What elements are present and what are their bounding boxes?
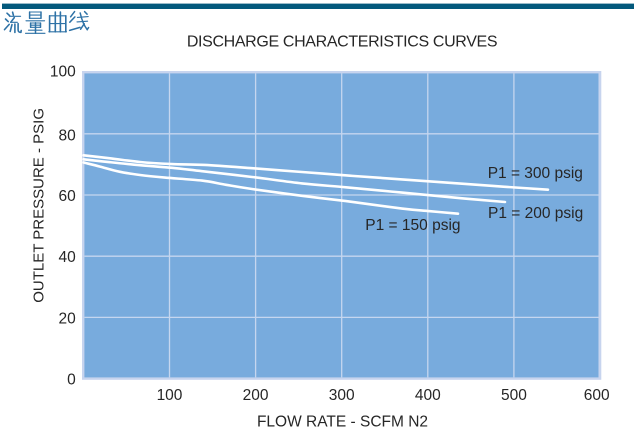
svg-text:20: 20 <box>59 310 77 327</box>
svg-text:500: 500 <box>501 387 527 404</box>
svg-text:DISCHARGE CHARACTERISTICS CURV: DISCHARGE CHARACTERISTICS CURVES <box>187 34 497 51</box>
svg-text:0: 0 <box>67 371 76 388</box>
svg-text:600: 600 <box>584 387 610 404</box>
svg-text:400: 400 <box>415 387 441 404</box>
svg-text:100: 100 <box>50 63 76 80</box>
svg-text:40: 40 <box>59 249 77 266</box>
svg-text:P1 = 200 psig: P1 = 200 psig <box>488 205 583 222</box>
svg-text:100: 100 <box>157 387 183 404</box>
svg-text:300: 300 <box>329 387 355 404</box>
svg-text:200: 200 <box>243 387 269 404</box>
svg-text:80: 80 <box>59 128 77 145</box>
svg-text:FLOW RATE - SCFM N2: FLOW RATE - SCFM N2 <box>257 414 428 431</box>
svg-text:60: 60 <box>59 188 77 205</box>
svg-text:P1 = 150 psig: P1 = 150 psig <box>365 217 460 234</box>
svg-text:P1 = 300 psig: P1 = 300 psig <box>488 165 583 182</box>
svg-text:OUTLET PRESSURE - PSIG: OUTLET PRESSURE - PSIG <box>31 108 48 303</box>
